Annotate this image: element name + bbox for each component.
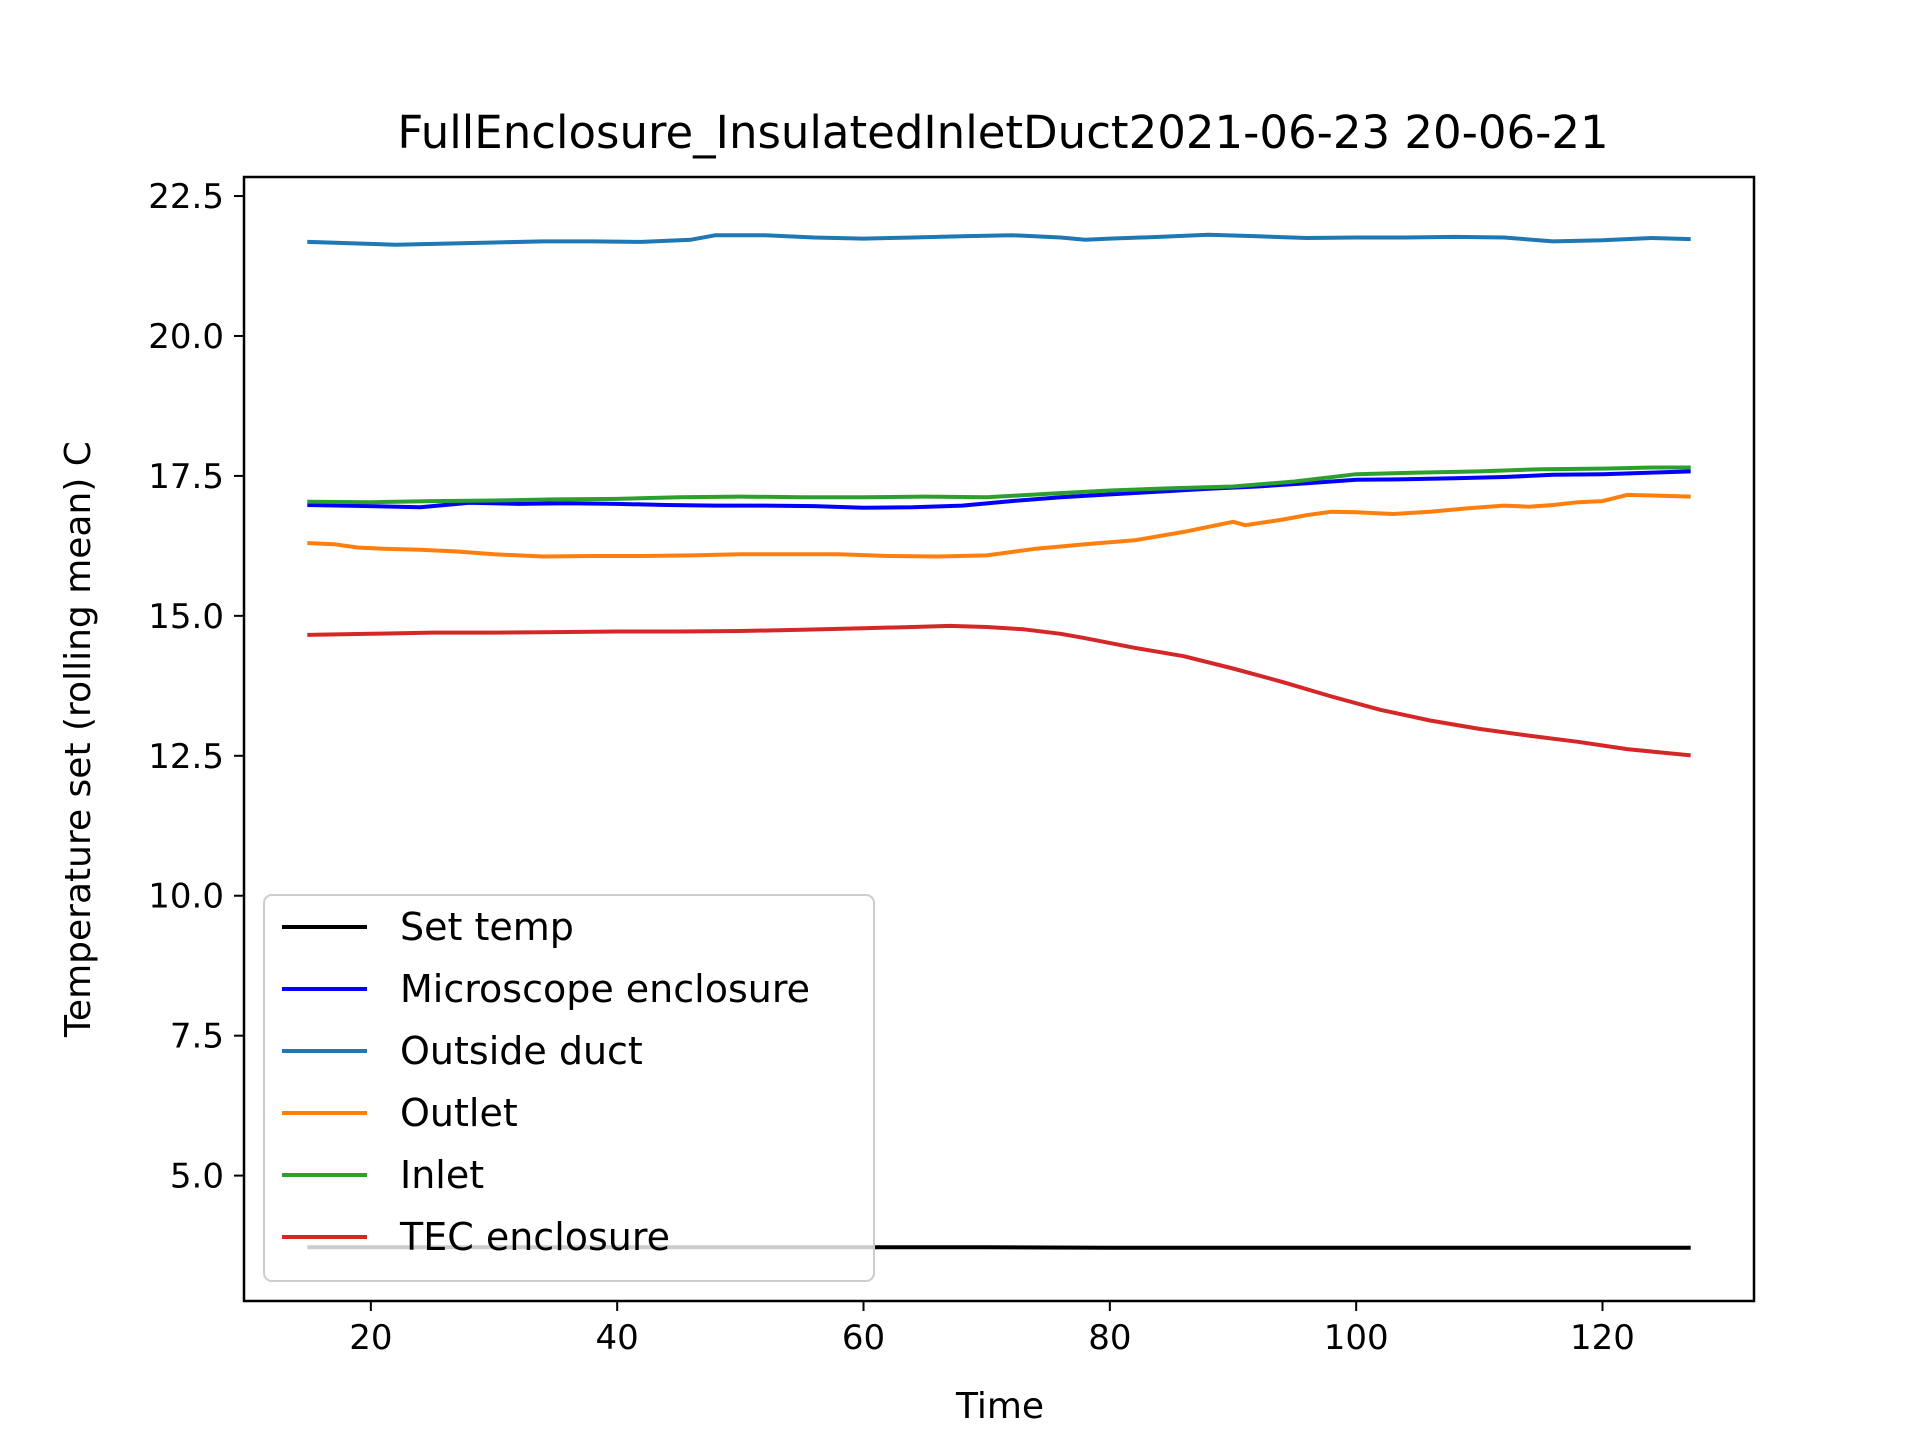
series-line-4 <box>307 465 1691 505</box>
series-line-2 <box>307 232 1691 247</box>
x-tick-label: 100 <box>1324 1318 1389 1358</box>
legend: Set temp Microscope enclosure Outside duct… <box>263 894 875 1282</box>
y-tick-label: 20.0 <box>148 317 224 357</box>
y-axis-title: Temperature set (rolling mean) C <box>58 441 99 1038</box>
y-tick-label: 10.0 <box>148 877 224 917</box>
legend-label-0: Set temp <box>400 905 574 949</box>
legend-box <box>263 894 875 1282</box>
legend-label-2: Outside duct <box>400 1029 643 1073</box>
x-tick-label: 80 <box>1088 1318 1131 1358</box>
y-tick-label: 17.5 <box>148 457 224 497</box>
x-tick-label: 120 <box>1570 1318 1635 1358</box>
legend-label-4: Inlet <box>400 1153 484 1197</box>
legend-label-1: Microscope enclosure <box>400 967 810 1011</box>
y-tick-label: 12.5 <box>148 737 224 777</box>
x-tick-label: 20 <box>349 1318 392 1358</box>
y-tick-label: 22.5 <box>148 177 224 217</box>
chart-title: FullEnclosure_InsulatedInletDuct2021-06-… <box>397 106 1608 159</box>
axis-ticks: 20 40 60 80 100 120 5.0 7.5 10.0 12.5 15.0 17.5 20.0… <box>148 177 1635 1358</box>
x-tick-label: 60 <box>842 1318 885 1358</box>
x-tick-label: 40 <box>596 1318 639 1358</box>
y-tick-label: 5.0 <box>170 1157 224 1197</box>
y-tick-label: 7.5 <box>170 1017 224 1057</box>
legend-label-5: TEC enclosure <box>399 1215 670 1259</box>
x-axis-title: Time <box>955 1386 1044 1427</box>
series-line-1 <box>307 469 1691 510</box>
series-line-5 <box>307 623 1691 758</box>
y-tick-label: 15.0 <box>148 597 224 637</box>
legend-label-3: Outlet <box>400 1091 518 1135</box>
plot-frame <box>242 175 1756 1303</box>
series-line-3 <box>307 492 1691 559</box>
